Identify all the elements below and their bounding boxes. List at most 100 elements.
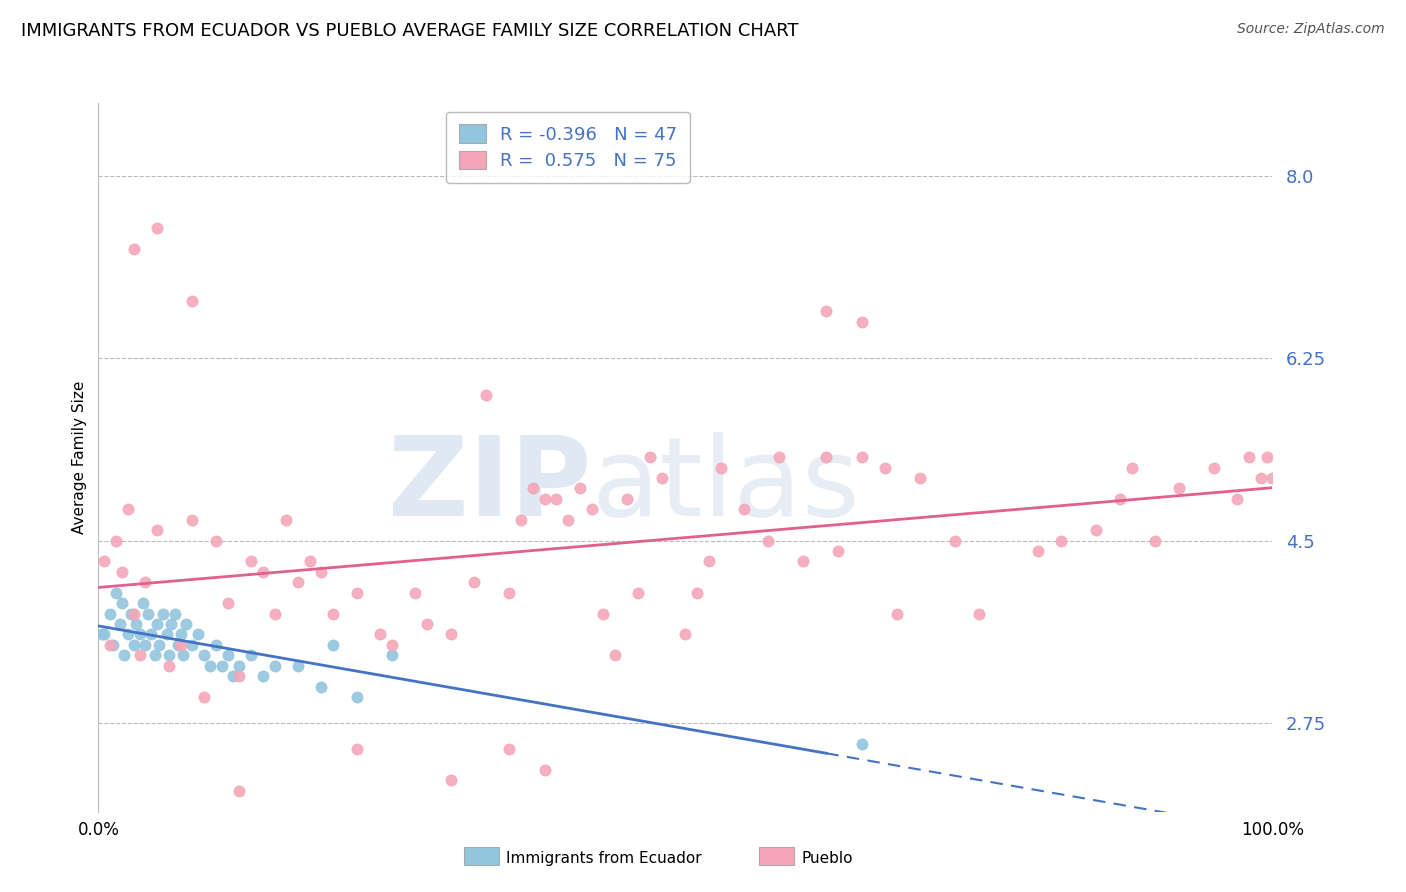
Point [1226, 491, 1249, 506]
Point [98, 607, 121, 621]
Point [122, 607, 145, 621]
Point [381, 648, 404, 663]
Point [105, 585, 128, 599]
Point [205, 533, 228, 548]
Point [146, 617, 169, 632]
Point [101, 638, 124, 652]
Point [276, 513, 298, 527]
Point [169, 638, 191, 652]
Point [851, 315, 873, 329]
Point [675, 627, 697, 641]
Point [967, 607, 990, 621]
Point [311, 680, 333, 694]
Point [205, 638, 228, 652]
Point [141, 627, 163, 641]
Point [381, 638, 404, 652]
Point [616, 491, 638, 506]
Text: ZIP: ZIP [388, 432, 592, 539]
Point [498, 585, 520, 599]
Point [1250, 471, 1272, 485]
Point [152, 607, 174, 621]
Point [157, 648, 180, 663]
Text: IMMIGRANTS FROM ECUADOR VS PUEBLO AVERAGE FAMILY SIZE CORRELATION CHART: IMMIGRANTS FROM ECUADOR VS PUEBLO AVERAG… [21, 22, 799, 40]
Point [163, 607, 186, 621]
Point [228, 669, 250, 683]
Point [368, 627, 391, 641]
Point [181, 638, 204, 652]
Point [557, 513, 579, 527]
Point [1108, 491, 1130, 506]
Point [128, 648, 150, 663]
Point [851, 450, 873, 464]
Y-axis label: Average Family Size: Average Family Size [72, 381, 87, 533]
Point [1026, 544, 1049, 558]
Point [592, 607, 614, 621]
Point [546, 491, 568, 506]
Point [287, 575, 309, 590]
Point [120, 607, 142, 621]
Point [252, 669, 274, 683]
Point [510, 513, 533, 527]
Point [439, 773, 461, 788]
Point [710, 460, 733, 475]
Point [463, 575, 485, 590]
Point [873, 460, 896, 475]
Point [1085, 523, 1108, 537]
Point [768, 450, 790, 464]
Point [1256, 450, 1278, 464]
Point [105, 533, 128, 548]
Point [172, 648, 194, 663]
Legend: R = -0.396   N = 47, R =  0.575   N = 75: R = -0.396 N = 47, R = 0.575 N = 75 [446, 112, 690, 183]
Point [211, 658, 233, 673]
Point [886, 607, 908, 621]
Point [93, 627, 115, 641]
Point [169, 627, 191, 641]
Point [945, 533, 967, 548]
Point [346, 585, 368, 599]
Text: Immigrants from Ecuador: Immigrants from Ecuador [506, 851, 702, 865]
Point [111, 565, 134, 579]
Point [533, 491, 555, 506]
Point [263, 658, 285, 673]
Point [198, 658, 221, 673]
Point [228, 658, 250, 673]
Point [148, 638, 170, 652]
Point [756, 533, 779, 548]
Point [122, 242, 145, 256]
Point [240, 648, 263, 663]
Point [416, 617, 439, 632]
Point [627, 585, 650, 599]
Point [287, 658, 309, 673]
Point [733, 502, 755, 516]
Point [827, 544, 849, 558]
Point [498, 742, 520, 756]
Point [136, 607, 159, 621]
Point [404, 585, 426, 599]
Point [1167, 482, 1189, 496]
Point [815, 304, 838, 318]
Point [263, 607, 285, 621]
Point [160, 617, 183, 632]
Point [638, 450, 661, 464]
Point [125, 617, 148, 632]
Point [217, 596, 239, 610]
Point [117, 502, 139, 516]
Point [93, 554, 115, 568]
Point [311, 565, 333, 579]
Point [217, 648, 239, 663]
Point [1237, 450, 1260, 464]
Point [1121, 460, 1143, 475]
Point [1202, 460, 1225, 475]
Point [134, 638, 156, 652]
Point [792, 554, 814, 568]
Point [143, 648, 166, 663]
Point [851, 737, 873, 751]
Point [193, 648, 215, 663]
Point [1261, 471, 1284, 485]
Point [322, 638, 344, 652]
Point [91, 627, 114, 641]
Point [568, 482, 591, 496]
Point [134, 575, 156, 590]
Point [533, 763, 555, 777]
Point [346, 742, 368, 756]
